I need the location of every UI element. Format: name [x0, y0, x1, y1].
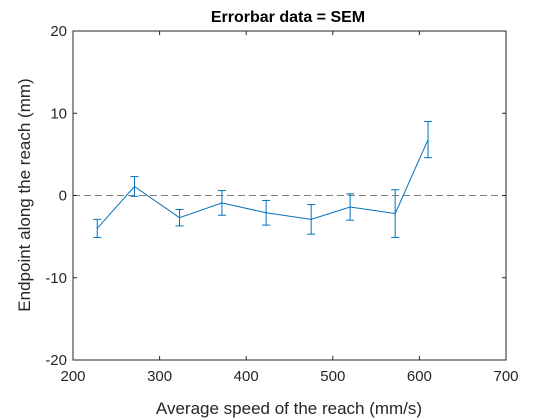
errorbar — [93, 218, 102, 238]
y-tick-label: -20 — [45, 352, 67, 369]
chart-title: Errorbar data = SEM — [211, 9, 365, 26]
x-axis-label: Average speed of the reach (mm/s) — [156, 399, 422, 418]
x-tick-label: 200 — [60, 368, 85, 385]
errorbar — [175, 208, 184, 227]
y-tick-label: 20 — [50, 23, 67, 40]
errorbar — [346, 193, 355, 221]
errorbar — [217, 190, 226, 216]
x-tick-label: 400 — [234, 368, 259, 385]
y-tick-label: 0 — [59, 188, 67, 205]
errorbar — [307, 204, 316, 235]
y-axis-label: Endpoint along the reach (mm) — [15, 78, 34, 311]
y-tick-label: -10 — [45, 270, 67, 287]
errorbar — [262, 199, 271, 226]
x-tick-label: 600 — [407, 368, 432, 385]
y-tick-label: 10 — [50, 105, 67, 122]
x-tick-label: 300 — [147, 368, 172, 385]
series-layer — [93, 120, 433, 238]
x-tick-label: 500 — [320, 368, 345, 385]
errorbar — [130, 176, 139, 197]
x-tick-label: 700 — [493, 368, 518, 385]
errorbar — [424, 120, 433, 159]
errorbar — [391, 189, 400, 238]
plot-frame — [72, 30, 507, 361]
